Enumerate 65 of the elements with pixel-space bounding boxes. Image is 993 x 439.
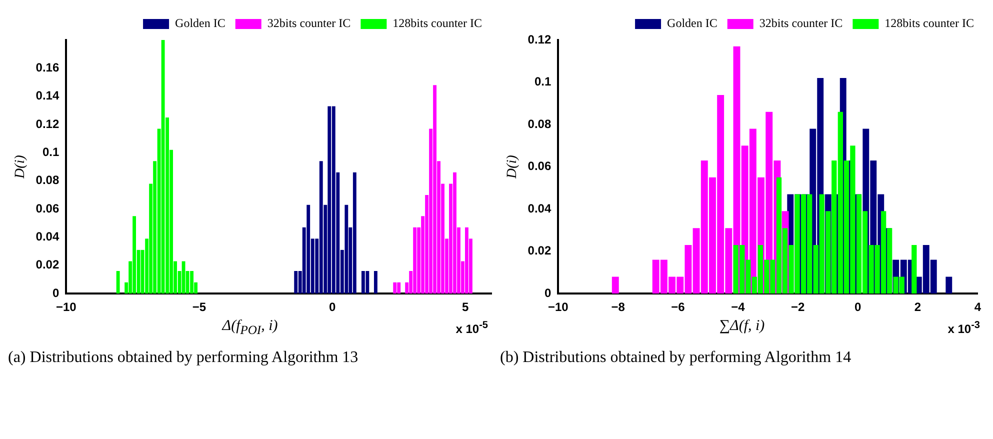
bar [361,271,365,294]
x-tick-label: −4 [731,300,746,314]
legend-label: 128bits counter IC [884,16,974,30]
bar [374,271,378,294]
y-tick-label: 0.04 [528,201,552,216]
x-tick-label: 2 [914,300,922,314]
x-axis-title: Δ(f$_{POI}$, i) [220,318,279,338]
bar [465,227,468,294]
bar [306,204,310,294]
y-tick-label: 0.1 [42,145,60,160]
bar [344,204,348,294]
y-tick-label: 0.08 [528,116,552,131]
bar [294,271,298,294]
bar [319,161,323,294]
y-tick-label: 0 [544,286,552,300]
bar [433,85,436,294]
legend-label: 32bits counter IC [759,16,843,30]
x-tick-label: 0 [328,300,336,314]
bar [132,216,136,294]
legend-label: Golden IC [667,16,718,30]
text: (b) Distributions obtained by performing Algorithm 14 [500,348,852,367]
x-tick-label: −8 [611,300,626,314]
text: (a) Distributions obtained by performing Algorithm 13 [8,348,360,367]
x-tick-label: 5 [462,300,470,314]
bar [352,172,356,294]
y-tick-label: 0.12 [528,32,552,46]
y-tick-label: 0.02 [36,258,60,272]
y-tick-label: 0 [52,286,60,300]
y-tick-label: 0.1 [534,74,552,89]
bar [328,106,332,294]
bar [946,276,952,294]
y-tick-label: 0.06 [36,201,60,216]
legend-label: Golden IC [175,16,226,30]
y-tick-label: 0.16 [36,60,60,74]
bar [190,271,194,294]
bar [453,172,456,294]
text: x 10$^{-5}$ [456,320,488,336]
x-tick-label: −2 [791,300,806,314]
bar [332,106,336,294]
bar [116,271,120,294]
bar [413,227,417,294]
x-axis-title: ∑Δ(f, i) [718,318,766,335]
legend-label: 128bits counter IC [392,16,482,30]
y-tick-label: 0.12 [36,116,60,131]
y-tick-label: 0.14 [36,88,60,103]
text: x 10$^{-3}$ [948,320,980,336]
legend-label: 32bits counter IC [267,16,351,30]
x-tick-label: 0 [854,300,862,314]
y-tick-label: 0.06 [528,159,552,174]
y-axis-title: D(i) [505,154,520,180]
y-axis-title: D(i) [13,154,28,180]
x-tick-label: −10 [548,300,569,314]
bar [366,271,370,294]
x-tick-label: 4 [974,300,982,314]
bar [912,244,917,294]
bar [612,276,619,294]
y-tick-label: 0.02 [528,244,552,258]
x-tick-label: −5 [192,300,206,314]
bar [161,40,165,294]
bar [393,282,397,294]
bar [397,282,401,294]
x-tick-label: −6 [671,300,686,314]
y-tick-label: 0.08 [36,173,60,188]
y-tick-label: 0.04 [36,230,60,244]
x-tick-label: −10 [56,300,77,314]
